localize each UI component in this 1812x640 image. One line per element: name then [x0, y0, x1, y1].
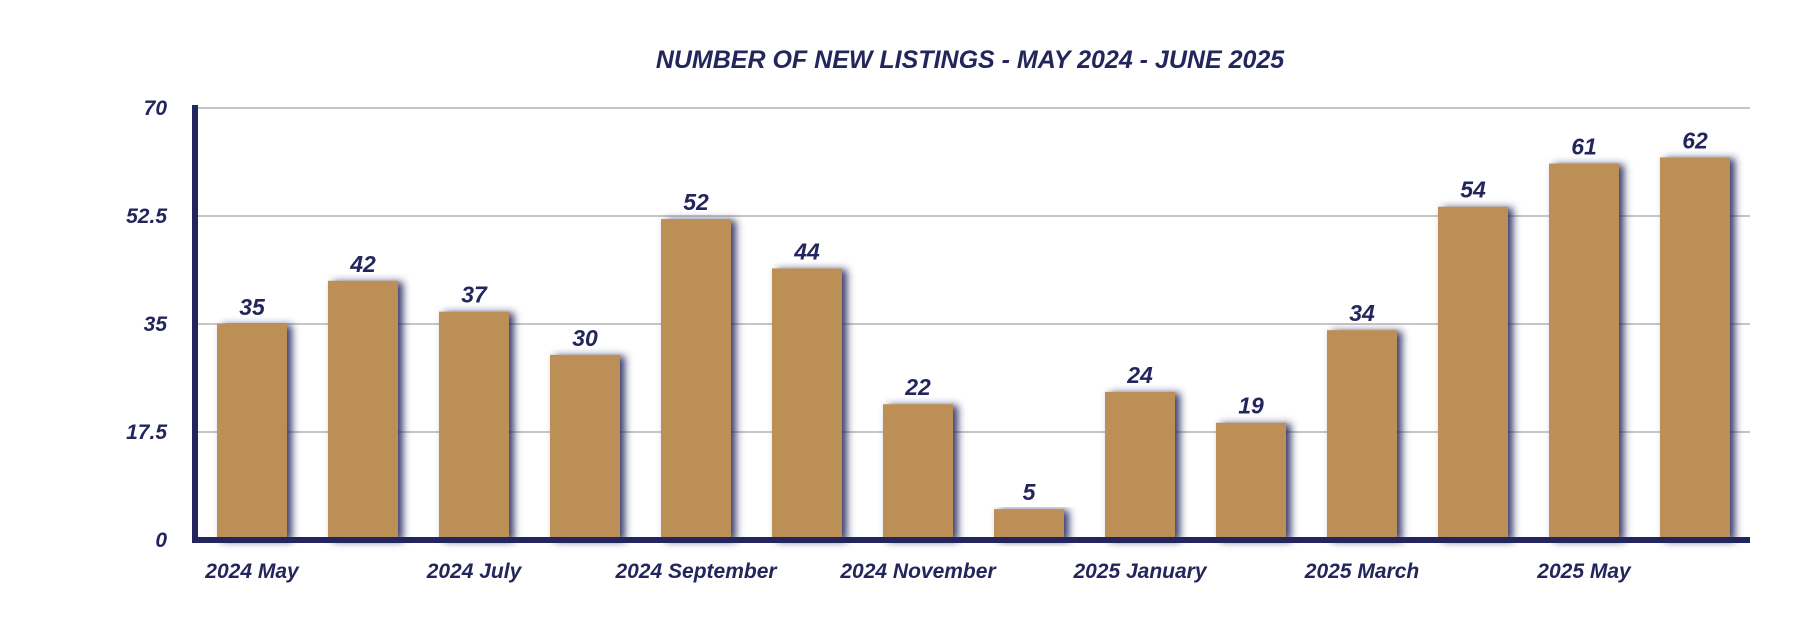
bar-value-label: 22 [904, 374, 931, 400]
bar [1660, 157, 1730, 540]
bar [1549, 163, 1619, 541]
y-axis-ticks: 0 17.5 35 52.5 70 [126, 97, 167, 552]
bar-value-label: 35 [239, 294, 266, 320]
y-tick-label: 52.5 [126, 205, 167, 228]
x-tick-label: 2024 July [426, 560, 523, 583]
bar-value-label: 37 [461, 282, 488, 308]
bar-value-label: 61 [1571, 134, 1597, 160]
y-tick-label: 17.5 [126, 421, 167, 444]
bar [550, 354, 620, 540]
y-tick-label: 70 [144, 97, 168, 120]
x-tick-label: 2025 May [1536, 560, 1632, 583]
x-tick-label: 2024 May [204, 560, 300, 583]
bar-value-label: 24 [1126, 362, 1153, 388]
bar [1438, 206, 1508, 540]
bar-value-label: 52 [683, 189, 709, 215]
bar [328, 280, 398, 540]
chart-title: NUMBER OF NEW LISTINGS - MAY 2024 - JUNE… [656, 46, 1285, 74]
bar [1216, 422, 1286, 540]
bar-value-label: 44 [793, 238, 820, 264]
y-tick-label: 0 [155, 529, 167, 552]
bar [217, 324, 287, 540]
bars [217, 157, 1730, 541]
bar-value-label: 42 [349, 251, 376, 277]
bar [1105, 391, 1175, 540]
bar-value-label: 19 [1238, 393, 1264, 419]
x-tick-label: 2025 January [1072, 560, 1207, 583]
x-tick-label: 2024 November [839, 560, 997, 583]
bar [661, 219, 731, 541]
bar-value-label: 5 [1023, 479, 1037, 505]
gridlines [195, 107, 1750, 433]
x-tick-label: 2025 March [1304, 560, 1419, 583]
bar-value-label: 54 [1460, 177, 1486, 203]
value-labels: 35 42 37 30 52 44 22 5 24 19 34 54 61 62 [239, 127, 1708, 505]
bar-value-label: 34 [1349, 300, 1375, 326]
y-tick-label: 35 [144, 313, 168, 336]
bar [994, 509, 1064, 540]
bar [772, 268, 842, 540]
bar-value-label: 62 [1682, 127, 1708, 153]
bar-value-label: 30 [572, 325, 598, 351]
x-tick-label: 2024 September [614, 560, 778, 583]
bar [439, 311, 509, 540]
x-axis-ticks: 2024 May 2024 July 2024 September 2024 Nove… [204, 560, 1632, 583]
bar [883, 404, 953, 540]
bar [1327, 330, 1397, 540]
